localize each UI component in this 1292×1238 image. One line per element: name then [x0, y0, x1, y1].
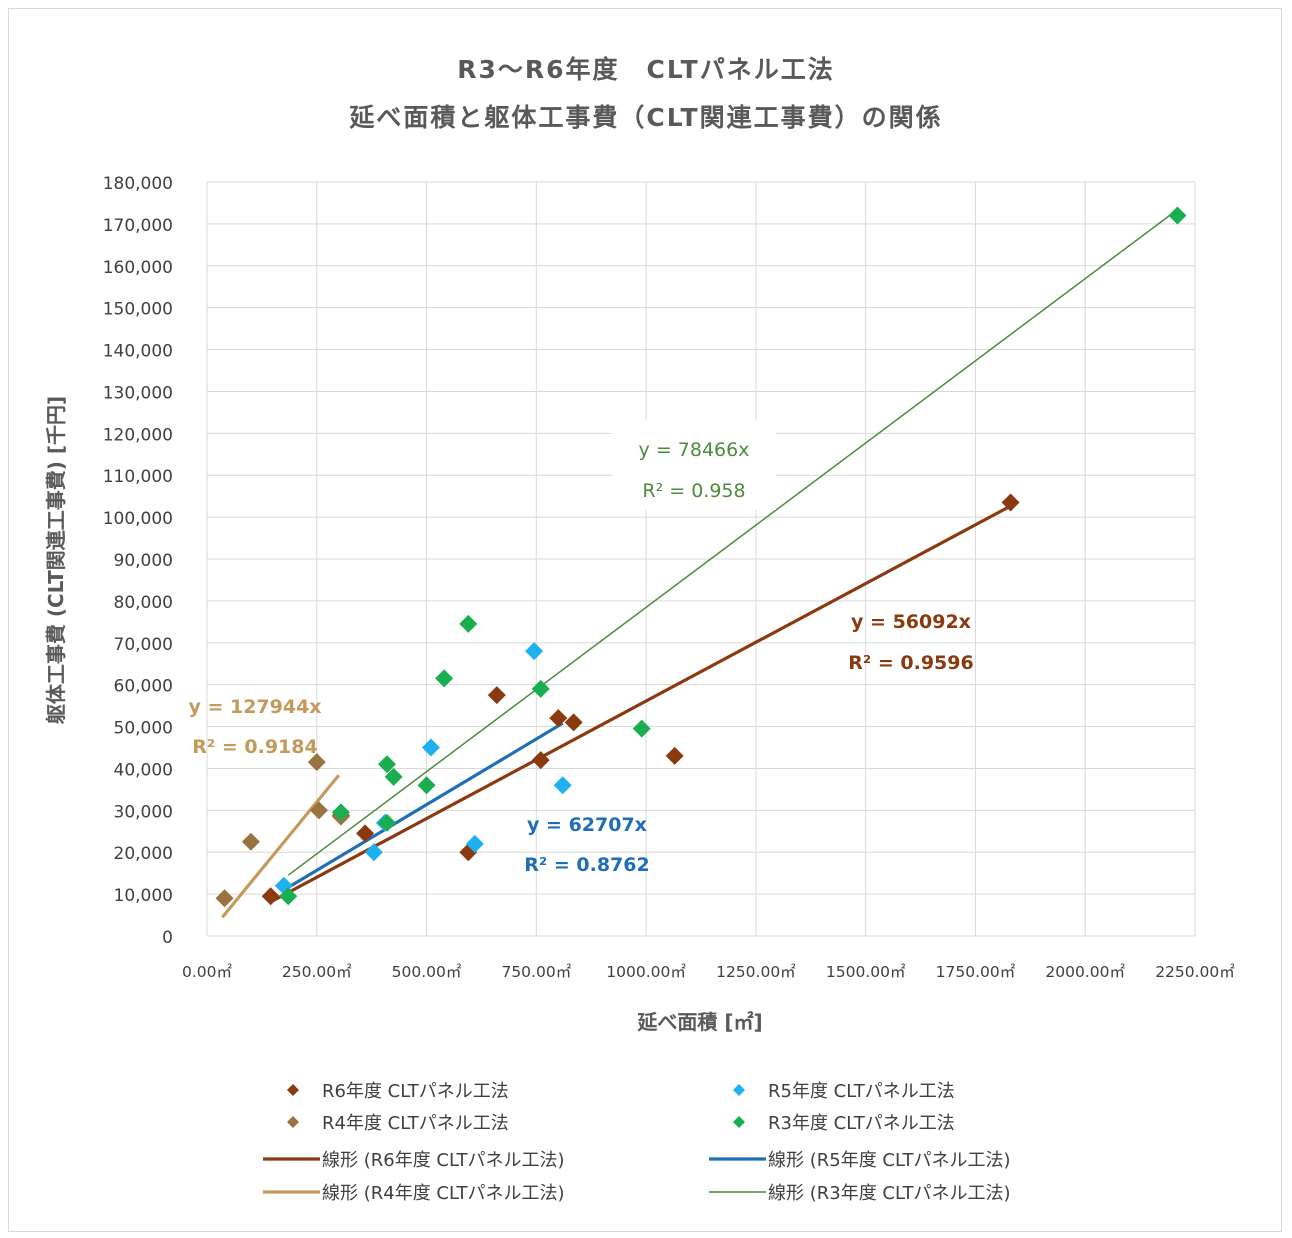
- data-point: [549, 709, 568, 728]
- data-point: [307, 753, 326, 772]
- legend-marker: [733, 1116, 745, 1128]
- trend-labels: y = 56092x R² = 0.9596 y = 62707x R² = 0.87…: [188, 420, 974, 876]
- data-point: [309, 801, 328, 820]
- data-points: [215, 206, 1187, 908]
- x-axis-label: 延べ面積 [㎡]: [636, 1010, 762, 1034]
- data-point: [356, 824, 375, 843]
- legend-marker: [733, 1084, 745, 1096]
- data-point: [417, 776, 436, 795]
- x-tick-label: 2000.00㎡: [1045, 963, 1125, 981]
- y-axis-ticks: 0 10,000 20,000 30,000 40,000 50,000 60,000 70,…: [103, 174, 173, 948]
- x-tick-label: 1250.00㎡: [716, 963, 796, 981]
- data-point: [531, 751, 550, 770]
- x-tick-label: 1750.00㎡: [936, 963, 1016, 981]
- legend-marker: [287, 1116, 299, 1128]
- legend-label: 線形 (R4年度 CLTパネル工法): [322, 1183, 565, 1204]
- chart-title-line2: 延べ面積と躯体工事費（CLT関連工事費）の関係: [348, 103, 942, 132]
- x-tick-label: 2250.00㎡: [1155, 963, 1235, 981]
- trend-equation: y = 56092x: [851, 611, 971, 633]
- y-tick-label: 0: [162, 928, 173, 948]
- data-point: [384, 767, 403, 786]
- trend-label-background: [612, 420, 776, 510]
- legend-label: 線形 (R3年度 CLTパネル工法): [768, 1183, 1011, 1204]
- gridlines: [206, 181, 1196, 937]
- y-tick-label: 90,000: [114, 551, 173, 571]
- data-point: [215, 889, 234, 908]
- y-tick-label: 80,000: [114, 593, 173, 613]
- trend-r-squared: R² = 0.9184: [192, 736, 317, 758]
- x-tick-label: 1000.00㎡: [606, 963, 686, 981]
- x-tick-label: 1500.00㎡: [826, 963, 906, 981]
- trendline: [221, 774, 340, 919]
- trendline: [283, 721, 564, 892]
- data-point: [553, 776, 572, 795]
- legend: R6年度 CLTパネル工法 R5年度 CLTパネル工法 R4年度 CLTパネル工法 R…: [263, 1081, 1011, 1204]
- legend-label: R6年度 CLTパネル工法: [322, 1081, 509, 1102]
- y-tick-label: 60,000: [114, 677, 173, 697]
- data-point: [364, 843, 383, 862]
- data-point: [632, 719, 651, 738]
- y-axis-label: 躯体工事費 (CLT関連工事費) [千円]: [44, 396, 68, 725]
- data-point: [531, 679, 550, 698]
- y-tick-label: 40,000: [114, 760, 173, 780]
- data-point: [279, 887, 298, 906]
- x-tick-label: 500.00㎡: [392, 963, 462, 981]
- y-tick-label: 30,000: [114, 802, 173, 822]
- trend-r-squared: R² = 0.9596: [848, 652, 973, 674]
- data-point: [1168, 206, 1187, 225]
- y-tick-label: 180,000: [103, 174, 173, 194]
- legend-label: 線形 (R6年度 CLTパネル工法): [322, 1150, 565, 1171]
- legend-label: R3年度 CLTパネル工法: [768, 1113, 955, 1134]
- y-tick-label: 170,000: [103, 216, 173, 236]
- x-tick-label: 750.00㎡: [501, 963, 571, 981]
- y-tick-label: 150,000: [103, 300, 173, 320]
- y-tick-label: 120,000: [103, 425, 173, 445]
- trendline: [269, 504, 1012, 904]
- data-point: [421, 738, 440, 757]
- y-tick-label: 10,000: [114, 886, 173, 906]
- y-tick-label: 140,000: [103, 342, 173, 362]
- data-point: [564, 713, 583, 732]
- x-tick-label: 0.00㎡: [182, 963, 233, 981]
- trend-equation: y = 78466x: [639, 439, 750, 461]
- data-point: [378, 813, 397, 832]
- legend-label: R4年度 CLTパネル工法: [322, 1113, 509, 1134]
- trend-equation: y = 127944x: [188, 696, 321, 718]
- trendline: [287, 209, 1178, 876]
- data-point: [487, 686, 506, 705]
- data-point: [378, 755, 397, 774]
- x-axis-ticks: 0.00㎡ 250.00㎡ 500.00㎡ 750.00㎡ 1000.00㎡ 1250.0…: [182, 963, 1235, 981]
- y-tick-label: 100,000: [103, 509, 173, 529]
- chart-title-line1: R3～R6年度 CLTパネル工法: [457, 55, 834, 84]
- data-point: [331, 803, 350, 822]
- chart-frame: [8, 8, 1282, 1232]
- data-point: [665, 746, 684, 765]
- y-tick-label: 130,000: [103, 383, 173, 403]
- legend-marker: [287, 1084, 299, 1096]
- y-tick-label: 160,000: [103, 258, 173, 278]
- trend-r-squared: R² = 0.8762: [524, 854, 649, 876]
- data-point: [1001, 493, 1020, 512]
- x-tick-label: 250.00㎡: [282, 963, 352, 981]
- data-point: [261, 887, 280, 906]
- data-point: [525, 642, 544, 661]
- data-point: [435, 669, 454, 688]
- data-point: [465, 834, 484, 853]
- trend-r-squared: R² = 0.958: [642, 480, 745, 502]
- y-tick-label: 20,000: [114, 844, 173, 864]
- trend-equation: y = 62707x: [527, 814, 647, 836]
- trendlines: [221, 209, 1178, 919]
- y-tick-label: 70,000: [114, 635, 173, 655]
- legend-label: R5年度 CLTパネル工法: [768, 1081, 955, 1102]
- data-point: [459, 614, 478, 633]
- legend-label: 線形 (R5年度 CLTパネル工法): [768, 1150, 1011, 1171]
- data-point: [241, 832, 260, 851]
- y-tick-label: 50,000: [114, 719, 173, 739]
- y-tick-label: 110,000: [103, 467, 173, 487]
